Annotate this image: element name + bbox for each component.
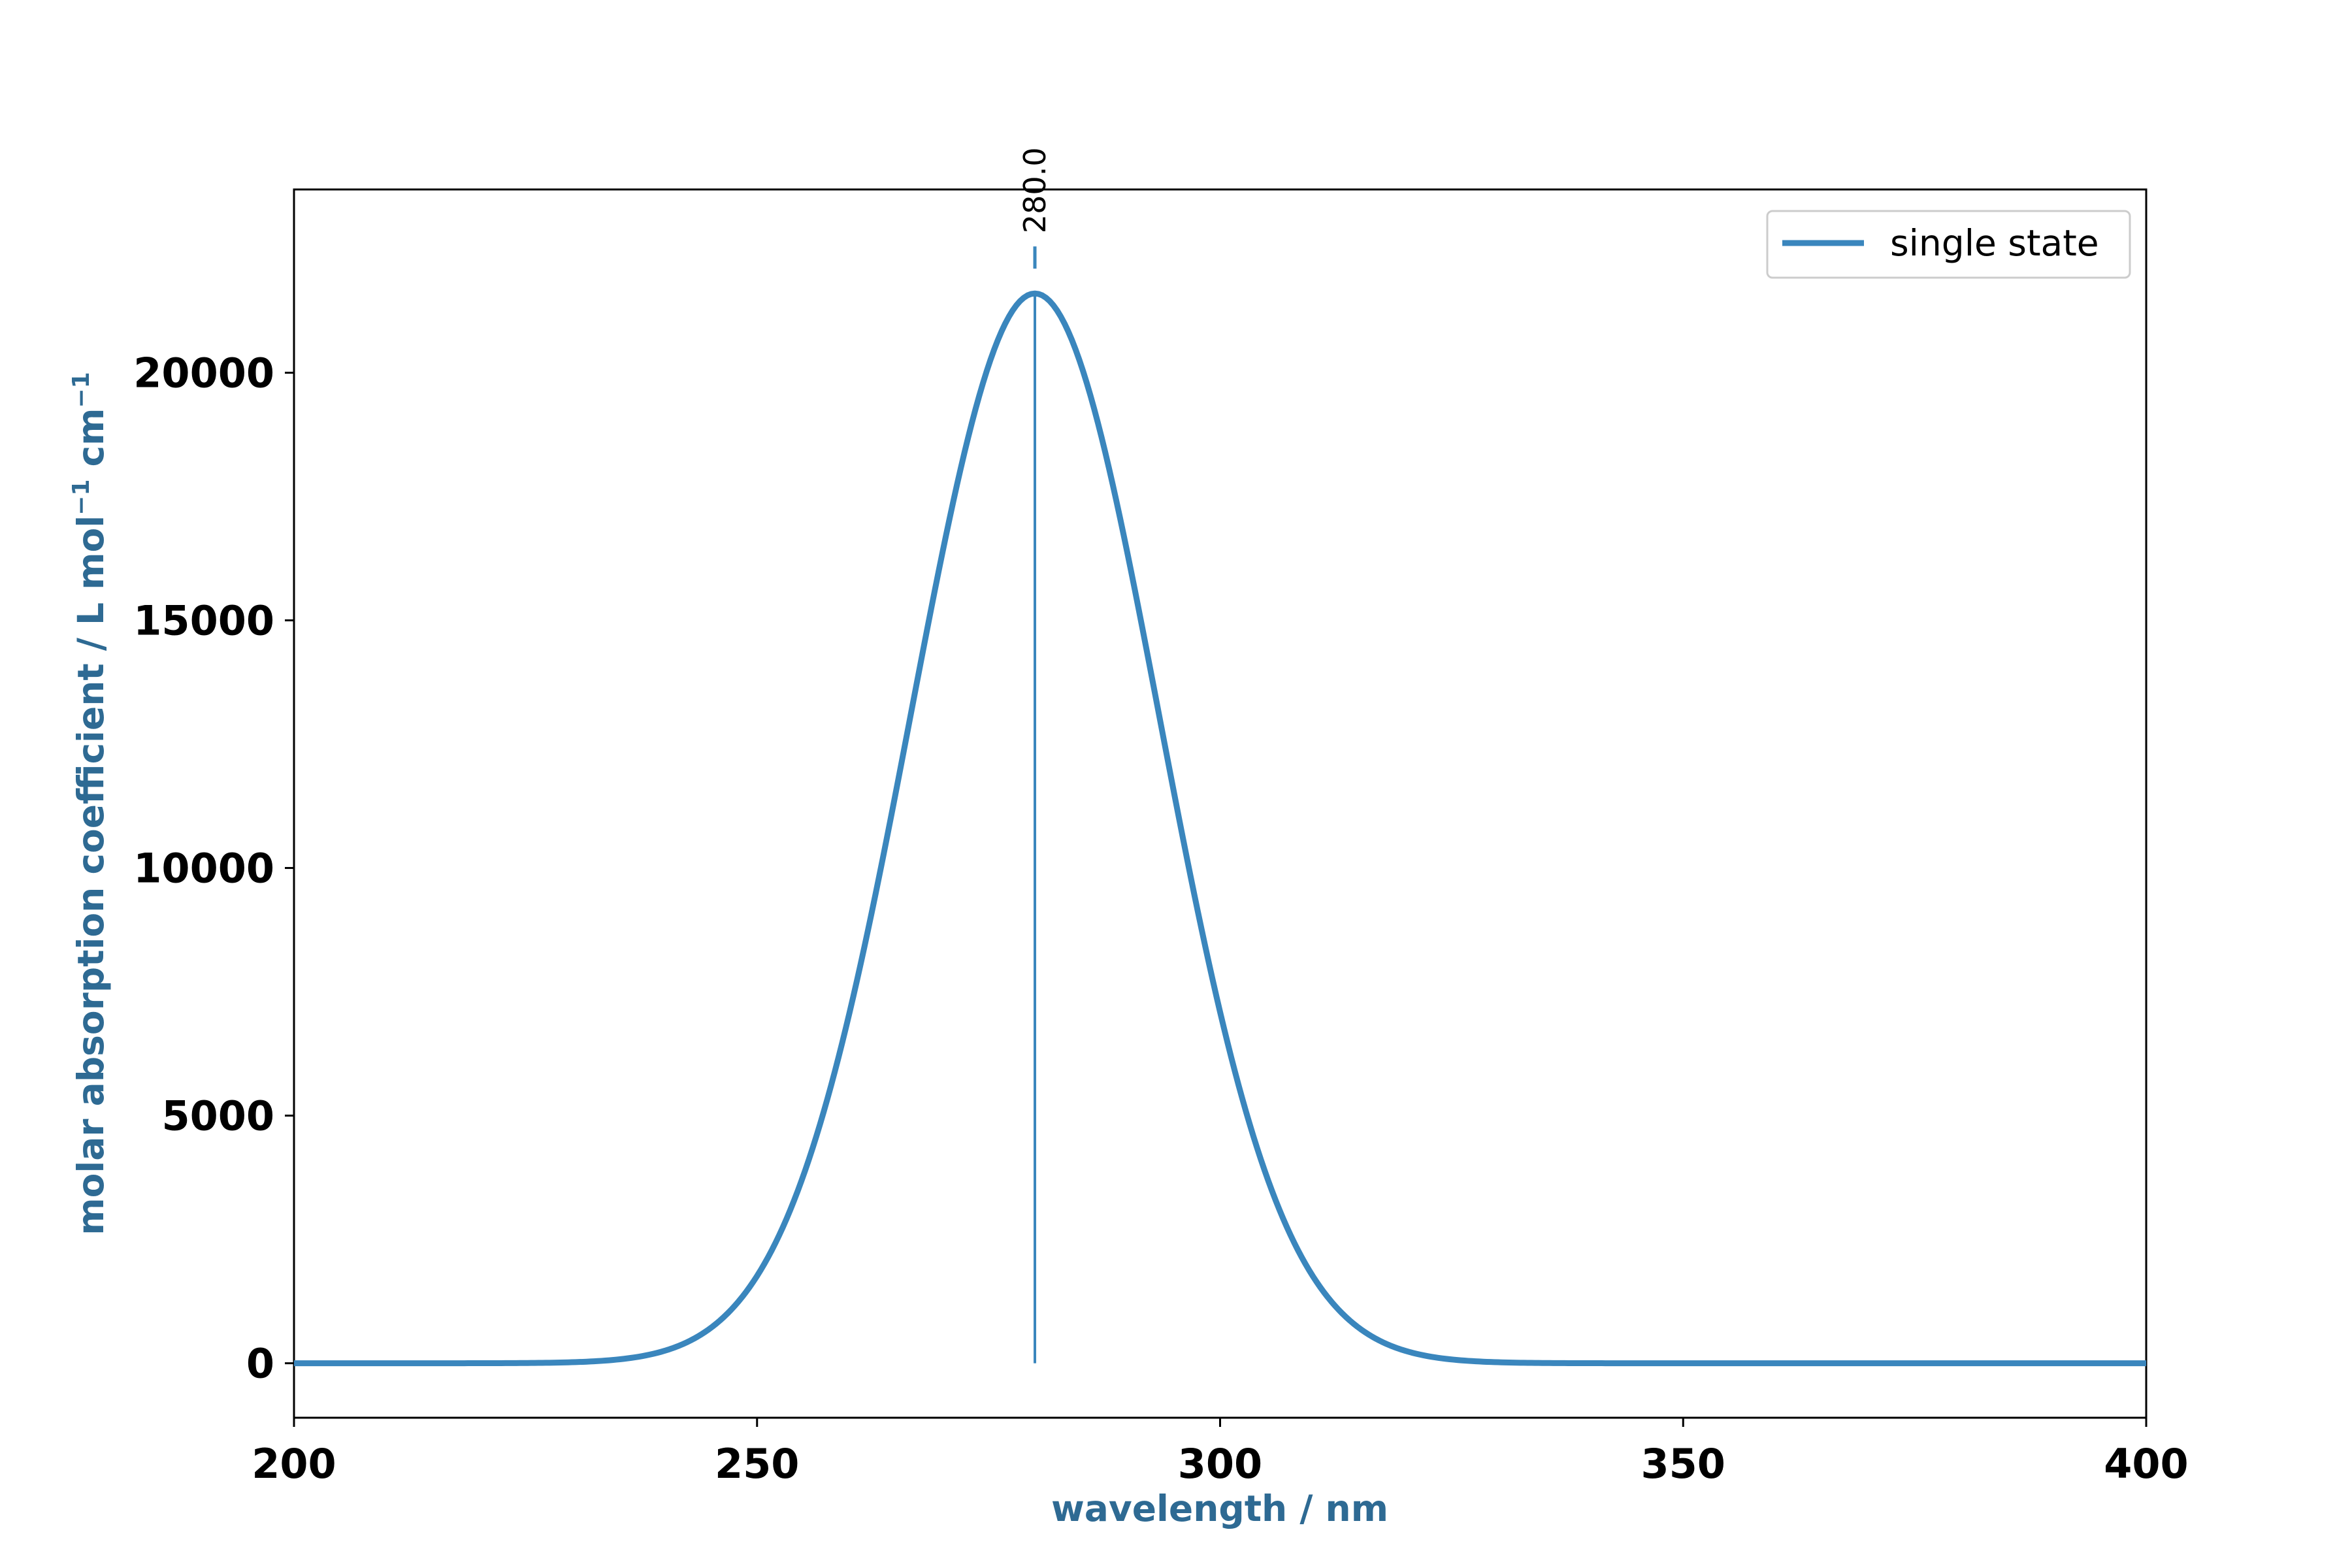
x-axis-label: wavelength / nm [1051, 1488, 1388, 1529]
y-axis-label-mid: cm [70, 408, 112, 480]
y-tick-label-20000: 20000 [133, 349, 274, 397]
y-axis-label-main: molar absorption coefficient / L mol [70, 515, 112, 1235]
y-axis-label: molar absorption coefficient / L mol−1 c… [68, 372, 112, 1235]
legend-box [1766, 210, 2131, 279]
x-tick-label-300: 300 [1178, 1440, 1262, 1488]
stick-label-0: 280.0 [1017, 147, 1053, 233]
x-tick-label-250: 250 [715, 1440, 799, 1488]
x-tick-label-400: 400 [2104, 1440, 2188, 1488]
series-layer [294, 290, 2146, 1367]
legend-label-single-state: single state [1890, 222, 2099, 264]
series-line-0 [294, 290, 2146, 1367]
y-tick-label-10000: 10000 [133, 845, 274, 892]
y-tick-label-15000: 15000 [133, 597, 274, 645]
legend: single state [1766, 210, 2131, 279]
x-axis-ticks: 200 250 300 350 400 [252, 1418, 2189, 1488]
y-axis-label-sup2: −1 [68, 372, 95, 408]
x-tick-label-350: 350 [1641, 1440, 1725, 1488]
y-axis-label-sup1: −1 [68, 480, 95, 515]
y-tick-label-5000: 5000 [161, 1092, 274, 1140]
y-tick-label-0: 0 [246, 1340, 274, 1388]
stick-layer: 280.0 [1017, 147, 1053, 1364]
y-axis-ticks: 0 5000 10000 15000 20000 [133, 349, 294, 1388]
x-tick-label-200: 200 [252, 1440, 336, 1488]
